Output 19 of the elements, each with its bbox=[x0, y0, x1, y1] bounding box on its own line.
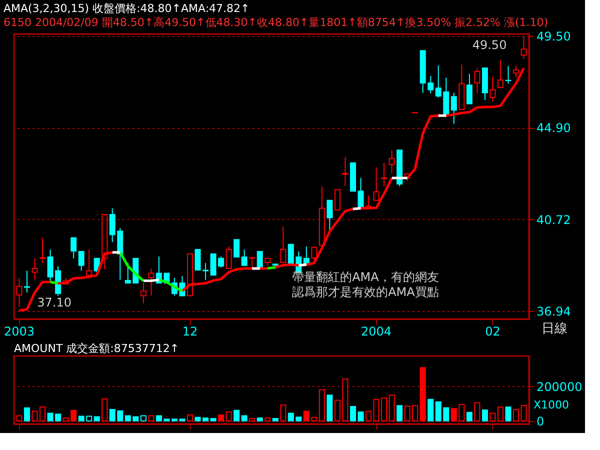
y-tick-label: 44.90 bbox=[536, 121, 571, 136]
y-tick-label: 36.94 bbox=[536, 304, 571, 318]
chart-title: AMOUNT 成交金額:87537712↑ bbox=[14, 342, 180, 355]
annotation: 認爲那才是有效的AMA買點 bbox=[292, 284, 439, 299]
annotation: 帶量翻紅的AMA，有的網友 bbox=[292, 270, 439, 284]
chart-subtitle: 6150 2004/02/09 開48.50↑高49.50↑低48.30↑收48.80↑量1801↑額8754↑換3.50% 振2.52% 漲(1.10) bbox=[3, 16, 548, 29]
y-tick-label: 0 bbox=[536, 414, 544, 428]
y-tick-label: 200000 bbox=[536, 380, 582, 394]
y-tick-label: 40.72 bbox=[536, 212, 571, 227]
y-tick-label: 49.50 bbox=[536, 29, 571, 44]
x-tick-label: 12 bbox=[182, 324, 198, 338]
chart-title: AMA(3,2,30,15) 收盤價格:48.80↑AMA:47.82↑ bbox=[3, 2, 250, 15]
x-axis-title: 日線 bbox=[542, 322, 568, 336]
y-axis-title: X1000 bbox=[534, 398, 570, 412]
x-tick-label: 02 bbox=[485, 324, 500, 338]
x-tick-label: 2003 bbox=[4, 324, 35, 338]
annotation: 37.10 bbox=[37, 296, 72, 310]
annotation: 49.50 bbox=[472, 38, 507, 52]
x-tick-label: 2004 bbox=[361, 324, 392, 338]
